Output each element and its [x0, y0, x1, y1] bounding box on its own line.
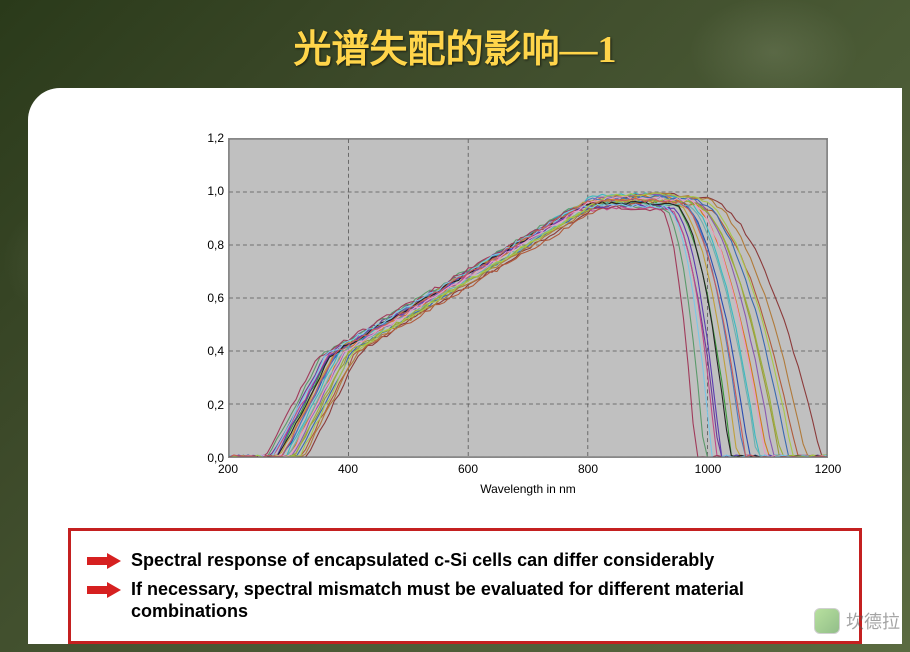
series-line: [229, 193, 827, 457]
y-tick-label: 0,8: [188, 238, 224, 252]
x-tick-label: 800: [568, 462, 608, 476]
series-line: [229, 194, 827, 457]
page-title: 光谱失配的影响—1: [0, 18, 910, 73]
arrow-icon: [87, 581, 121, 599]
x-tick-label: 200: [208, 462, 248, 476]
series-line: [229, 193, 827, 457]
x-tick-label: 1000: [688, 462, 728, 476]
series-line: [229, 193, 827, 457]
callout-item: Spectral response of encapsulated c-Si c…: [87, 549, 843, 572]
callout-item: If necessary, spectral mismatch must be …: [87, 578, 843, 623]
series-line: [229, 204, 827, 457]
watermark: 坎德拉: [814, 608, 900, 634]
y-tick-label: 0,2: [188, 398, 224, 412]
callout-text-1: Spectral response of encapsulated c-Si c…: [131, 549, 714, 572]
y-tick-label: 0,4: [188, 344, 224, 358]
series-line: [229, 193, 827, 457]
callout-box: Spectral response of encapsulated c-Si c…: [68, 528, 862, 644]
spectral-response-chart: Spectral response in rel. units Waveleng…: [168, 128, 888, 508]
y-tick-label: 1,0: [188, 184, 224, 198]
watermark-text: 坎德拉: [846, 608, 900, 634]
wechat-icon: [814, 608, 840, 634]
callout-text-2: If necessary, spectral mismatch must be …: [131, 578, 843, 623]
x-tick-label: 600: [448, 462, 488, 476]
x-tick-label: 400: [328, 462, 368, 476]
series-line: [229, 204, 827, 457]
arrow-icon: [87, 552, 121, 570]
x-tick-label: 1200: [808, 462, 848, 476]
series-line: [229, 203, 827, 457]
series-line: [229, 204, 827, 457]
plot-area: [228, 138, 828, 458]
content-card: Spectral response in rel. units Waveleng…: [28, 88, 902, 644]
y-tick-label: 0,6: [188, 291, 224, 305]
x-axis-label: Wavelength in nm: [168, 482, 888, 496]
series-line: [229, 199, 827, 457]
y-tick-label: 1,2: [188, 131, 224, 145]
